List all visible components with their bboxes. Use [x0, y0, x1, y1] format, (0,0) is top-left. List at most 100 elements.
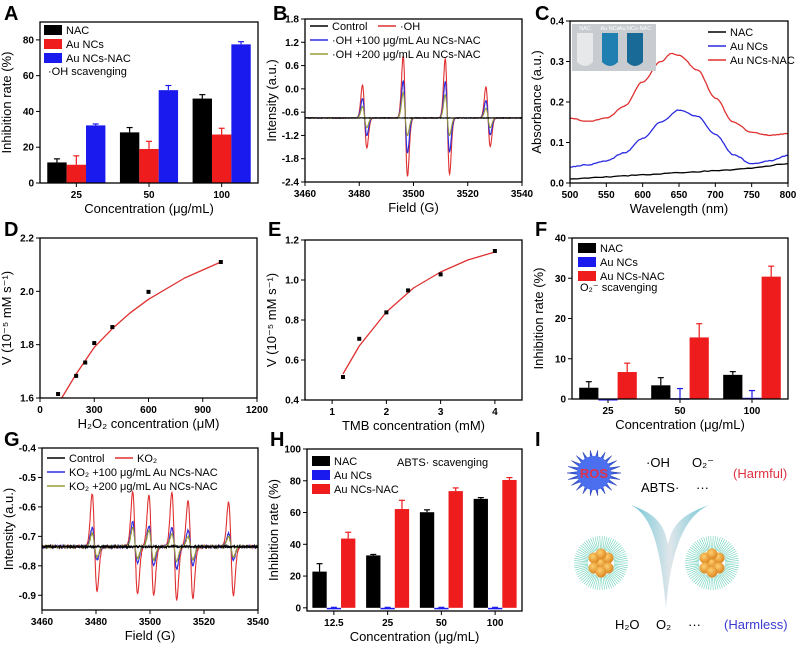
y-tick-label: -0.4 [19, 444, 37, 455]
x-tick-label: 600 [634, 190, 651, 201]
ligand-strand [696, 540, 706, 553]
annotation: ABTS· scavenging [397, 457, 488, 469]
ligand-strand [602, 575, 605, 590]
x-tick-label: 25 [382, 618, 394, 629]
series-line [570, 162, 788, 180]
legend-swatch [44, 53, 62, 63]
y-tick-label: -1.8 [282, 154, 300, 165]
ligand-strand [712, 575, 714, 590]
bar [473, 498, 488, 608]
legend-label: KO₂ [137, 453, 157, 465]
ligand-strand [610, 571, 622, 581]
ligand-strand [608, 572, 619, 585]
ligand-strand [686, 567, 700, 573]
inset-label: NAC [579, 26, 591, 32]
data-point [340, 375, 345, 379]
y-tick-label: 10 [555, 354, 567, 365]
bar [158, 90, 179, 183]
annotation: O₂⁻ scavenging [580, 282, 657, 294]
data-point [492, 249, 497, 253]
ligand-strand [685, 560, 700, 563]
funnel-icon [631, 505, 709, 608]
chart-panel-c: 500 550 600 650 700 750 800 0.0 0.1 0.2 0.3 0.4 Wave… [529, 17, 797, 217]
legend-label: Au NCs-NAC [334, 484, 399, 496]
ligand-strand [723, 568, 737, 575]
ligand-strand [612, 551, 626, 558]
diagram-i: ROS ·OH O₂⁻ ABTS· ··· (Harmful) H₂O O₂ ·… [566, 450, 788, 632]
ligand-strand [613, 557, 628, 561]
ligand-strand [696, 573, 706, 586]
series-line [42, 543, 258, 550]
y-tick-label: 2.2 [20, 234, 34, 245]
ligand-strand [585, 573, 595, 586]
ligand-strand [724, 566, 739, 571]
species-more: ··· [696, 480, 709, 495]
plot-area [340, 249, 497, 379]
ligand-strand [606, 539, 615, 552]
bar [419, 512, 435, 608]
ligand-strand [592, 575, 598, 589]
ligand-strand [592, 537, 598, 551]
legend-label: ·OH +200 μg/mL Au NCs-NAC [332, 49, 481, 61]
panel-letter-c: C [535, 3, 549, 25]
gold-atom [706, 566, 718, 578]
y-tick-label: 40 [555, 234, 567, 245]
x-axis-label: Concentration (μg/mL) [84, 201, 214, 216]
ligand-strand [613, 563, 628, 566]
ligand-strand [613, 567, 627, 573]
bar [617, 372, 637, 399]
ligand-strand [701, 538, 708, 552]
data-point [83, 360, 88, 365]
plot-frame [304, 239, 523, 401]
ligand-strand [718, 540, 728, 553]
fit-curve [342, 251, 496, 375]
ligand-strand [575, 553, 589, 559]
y-tick-label: 0.6 [285, 61, 299, 72]
chart-panel-d: 0 300 600 900 1200 1.6 1.8 2.0 2.2 H₂O₂ concentra… [0, 234, 269, 432]
panel-letter-g: G [4, 429, 20, 451]
ligand-strand [577, 548, 590, 557]
bar [47, 162, 67, 183]
ligand-strand [613, 566, 628, 571]
ligand-strand [715, 575, 721, 589]
ligand-strand [603, 536, 608, 551]
ligand-strand [574, 560, 589, 563]
ligand-strand [689, 546, 702, 556]
x-axis-label: TMB concentration (mM) [342, 418, 485, 433]
y-tick-label: 1.2 [285, 236, 299, 247]
product-more: ··· [688, 617, 701, 632]
chart-panel-f: 25 50 100 0 10 20 30 40 Concentration (μg/mL) Inh… [531, 234, 789, 432]
y-axis-label: Absorbance (a.u.) [529, 50, 544, 153]
y-tick-label: 0.2 [550, 98, 564, 109]
ligand-strand [708, 536, 711, 551]
y-axis-label: Intensity (a.u.) [264, 59, 279, 141]
y-tick-label: -0.6 [282, 108, 300, 119]
ligand-strand [597, 575, 600, 590]
x-tick-label: 550 [598, 190, 615, 201]
tube-icon [602, 33, 618, 66]
ligand-strand [590, 538, 597, 552]
x-tick-label: 3520 [457, 189, 480, 200]
harmful-label: (Harmful) [733, 466, 787, 481]
y-tick-label: 1.8 [20, 340, 34, 351]
ligand-strand [685, 557, 700, 561]
x-tick-label: 2 [384, 407, 390, 418]
x-tick-label: 3460 [294, 189, 317, 200]
ligand-strand [717, 574, 726, 587]
ligand-strand [685, 563, 700, 566]
ligand-strand [718, 573, 728, 586]
bar [192, 98, 212, 183]
x-tick-label: 1200 [246, 405, 269, 416]
y-tick-label: -2.4 [282, 178, 300, 189]
product-water: H₂O [615, 617, 640, 632]
tube-icon [577, 33, 593, 66]
data-point [218, 260, 223, 264]
ligand-strand [583, 541, 594, 554]
data-point [384, 310, 389, 315]
legend-label: NAC [600, 243, 623, 255]
ligand-strand [601, 536, 603, 551]
bar [231, 44, 251, 183]
plot-frame [569, 20, 789, 184]
bar [434, 607, 449, 610]
data-point [146, 289, 151, 294]
